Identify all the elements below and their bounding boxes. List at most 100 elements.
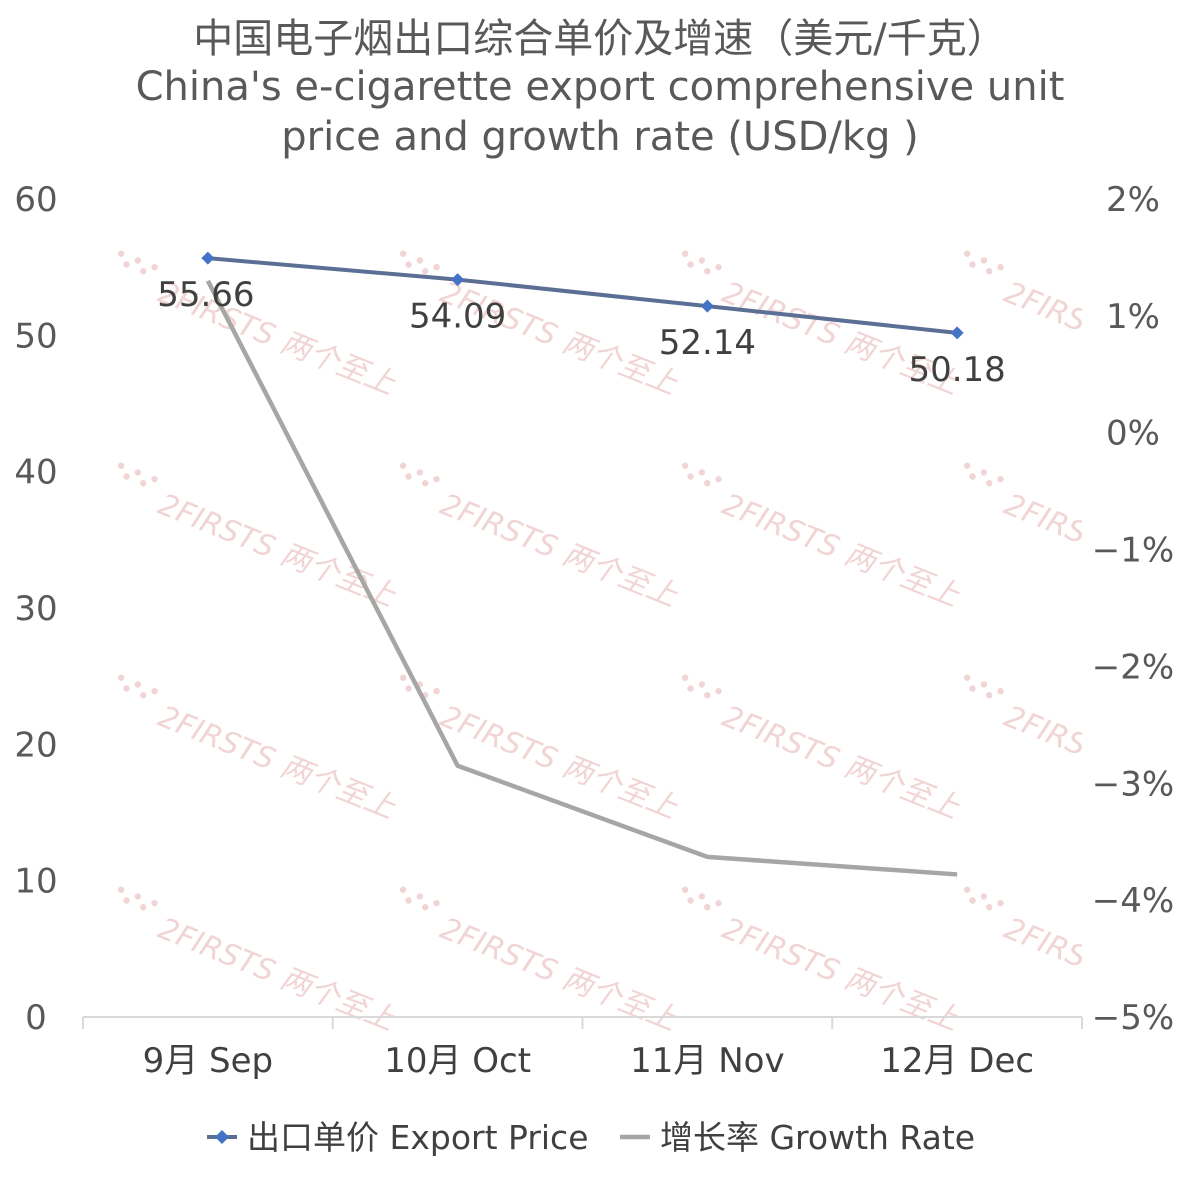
watermark-text: 2FIRSTS 两个至上 [153,911,401,1038]
watermark-dot [433,264,440,271]
watermark-dot [140,268,147,275]
watermark-dot [151,264,158,271]
watermark-dot [433,688,440,695]
watermark-dot [963,462,971,469]
chart-title-line: China's e-cigarette export comprehensive… [136,64,1065,110]
x-tick-label: 12月 Dec [880,1041,1034,1081]
watermark-dot [433,900,440,907]
x-tick-label: 10月 Oct [384,1041,531,1081]
y-left-tick-label: 40 [14,453,57,493]
y-right-tick-label: −1% [1092,531,1174,571]
watermark-dot [405,261,412,268]
watermark-dot [399,886,407,893]
watermark-dot [140,480,147,487]
watermark-text: 2FIRSTS 两个至上 [999,275,1200,402]
series-line-0 [207,256,958,335]
y-left-tick-label: 0 [25,998,47,1038]
watermark-dot [399,462,407,469]
watermark-dot [134,469,142,476]
watermark-dot [134,681,142,688]
watermark-dot [687,473,694,480]
y-axis-left: 0 10 20 30 40 50 60 [14,180,57,1038]
watermark: 2FIRSTS 两个至上 [681,886,965,1038]
series-line-1 [205,279,958,877]
watermark-dot [151,688,158,695]
y-left-tick-label: 60 [14,180,57,220]
watermark-dot [134,893,142,900]
watermark-dot [715,476,722,483]
y-right-tick-label: 1% [1106,297,1160,337]
legend: 出口单价 Export Price 增长率 Growth Rate [207,1118,975,1157]
watermark-dot [123,897,130,904]
x-tick-label: 11月 Nov [630,1041,784,1081]
watermark-dot [715,264,722,271]
watermark-dot [399,250,407,257]
watermark-dot [416,893,424,900]
watermark-dot [117,250,125,257]
watermark-dot [117,462,125,469]
watermark-dot [698,681,706,688]
watermark-dot [963,886,971,893]
watermark-dot [969,685,976,692]
watermark-dot [963,250,971,257]
watermark-dot [151,900,158,907]
watermark-dot [969,261,976,268]
watermark-dot [687,685,694,692]
watermark-dot [416,469,424,476]
watermark-text: 2FIRSTS 两个至上 [153,487,401,614]
data-point-marker [950,326,964,340]
watermark: 2FIRSTS 两个至上 [399,886,683,1038]
watermark-text: 2FIRSTS 两个至上 [717,911,965,1038]
chart-title: 中国电子烟出口综合单价及增速（美元/千克）China's e-cigarette… [136,16,1065,160]
y-left-tick-label: 30 [14,589,57,629]
watermark-text: 2FIRSTS 两个至上 [999,699,1200,826]
watermark-dot [134,257,142,264]
watermark-dot [422,904,429,911]
watermark-dot [704,480,711,487]
watermark-dot [969,897,976,904]
watermark-dot [405,897,412,904]
watermark-dot [123,473,130,480]
watermark-dot [117,674,125,681]
chart-title-line: price and growth rate (USD/kg ) [281,114,919,160]
watermark-dot [405,685,412,692]
watermark: 2FIRSTS 两个至上 [399,462,683,614]
watermark-dot [997,476,1004,483]
watermark-dot [687,261,694,268]
watermark-dot [681,462,689,469]
watermark-dot [980,681,988,688]
watermark-dot [997,900,1004,907]
y-right-tick-label: −4% [1092,881,1174,921]
y-right-tick-label: 0% [1106,414,1160,454]
watermark-dot [980,469,988,476]
watermark-dot [399,674,407,681]
watermark-layer: 2FIRSTS 两个至上 2FIRSTS 两个至上 2FIRSTS 两个至上 2FIR… [117,250,1200,1038]
watermark-text: 2FIRSTS 两个至上 [153,699,401,826]
y-axis-right: −5% −4% −3% −2% −1% 0% 1% 2% [1092,180,1174,1038]
watermark-dot [980,257,988,264]
watermark-dot [681,674,689,681]
watermark: 2FIRSTS 两个至上 [117,462,401,614]
watermark-dot [681,250,689,257]
y-right-tick-label: −5% [1092,998,1174,1038]
watermark-dot [151,476,158,483]
watermark: 2FIRSTS 两个至上 [399,674,683,826]
watermark-dot [422,480,429,487]
watermark-dot [433,476,440,483]
watermark-dot [422,268,429,275]
data-label: 55.66 [157,275,254,315]
watermark-dot [997,264,1004,271]
watermark-dot [704,268,711,275]
watermark-text: 2FIRSTS 两个至上 [717,699,965,826]
watermark-dot [969,473,976,480]
y-left-tick-label: 50 [14,316,57,356]
watermark-dot [405,473,412,480]
y-right-tick-label: −2% [1092,647,1174,687]
series-layer: 55.66 54.09 52.14 50.18 [157,251,1006,877]
watermark-dot [963,674,971,681]
data-point-marker [700,299,714,313]
watermark: 2FIRSTS 两个至上 [117,886,401,1038]
watermark-text: 2FIRSTS 两个至上 [435,275,683,402]
watermark: 2FIRSTS 两个至上 [117,674,401,826]
